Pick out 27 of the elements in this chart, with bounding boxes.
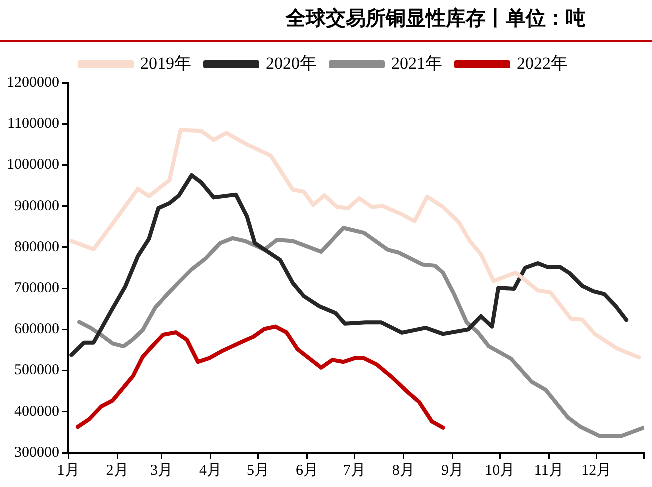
y-tick-label: 800000 xyxy=(14,239,60,256)
y-tick-label: 300000 xyxy=(14,444,60,461)
y-tick-label: 600000 xyxy=(14,322,60,338)
legend-label: 2019年 xyxy=(140,54,192,73)
x-tick-label: 8月 xyxy=(392,462,415,479)
y-tick-label: 400000 xyxy=(14,404,60,420)
x-tick-label: 2月 xyxy=(106,462,129,479)
x-tick-label: 6月 xyxy=(296,462,318,479)
x-tick-label: 9月 xyxy=(441,462,464,479)
x-tick-label: 12月 xyxy=(582,462,612,479)
x-tick-label: 4月 xyxy=(200,462,222,479)
y-tick-label: 1100000 xyxy=(8,116,60,132)
y-tick-label: 1200000 xyxy=(7,74,60,91)
y-tick-label: 500000 xyxy=(14,362,60,379)
legend-label: 2020年 xyxy=(266,54,317,73)
y-tick-label: 900000 xyxy=(14,198,60,214)
x-tick-label: 11月 xyxy=(534,462,564,479)
legend-label: 2021年 xyxy=(392,54,442,73)
x-tick-label: 5月 xyxy=(246,462,270,479)
x-tick-label: 10月 xyxy=(485,462,516,479)
x-tick-label: 7月 xyxy=(343,462,366,479)
y-tick-label: 1000000 xyxy=(7,157,60,174)
chart-title: 全球交易所铜显性库存丨单位：吨 xyxy=(284,5,587,32)
x-tick-label: 1月 xyxy=(57,462,80,479)
legend-label: 2022年 xyxy=(517,54,568,73)
x-tick-label: 3月 xyxy=(150,462,174,479)
y-tick-label: 700000 xyxy=(14,280,60,296)
